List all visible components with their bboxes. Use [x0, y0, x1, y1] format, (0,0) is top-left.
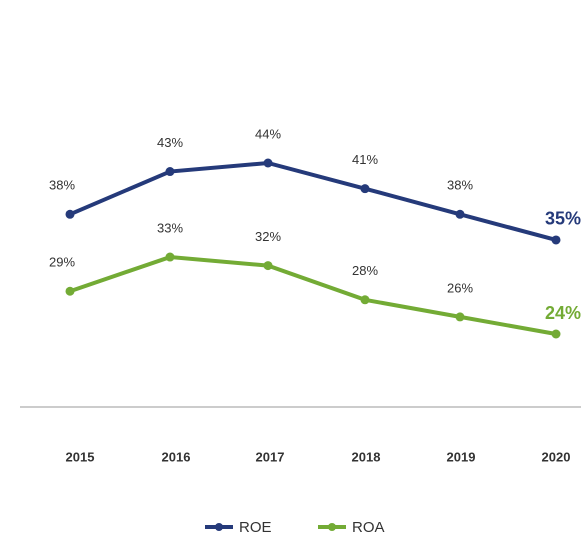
point — [263, 261, 273, 271]
data-label: 29% — [49, 255, 75, 270]
point — [455, 209, 465, 219]
data-label: 41% — [352, 152, 378, 167]
legend-swatch-dot — [215, 523, 223, 531]
x-tick-label: 2018 — [352, 449, 381, 464]
point — [165, 252, 175, 262]
line — [69, 255, 557, 336]
point — [65, 209, 75, 219]
data-label: 32% — [255, 229, 281, 244]
data-label: 44% — [255, 126, 281, 141]
data-label: 24% — [545, 303, 581, 323]
x-tick-label: 2020 — [542, 449, 571, 464]
data-label: 38% — [49, 178, 75, 193]
data-label: 26% — [447, 280, 473, 295]
point — [551, 235, 561, 245]
legend-label: ROA — [352, 519, 385, 536]
x-tick-label: 2016 — [162, 449, 191, 464]
point — [65, 286, 75, 296]
data-label: 35% — [545, 209, 581, 229]
x-tick-label: 2017 — [256, 449, 285, 464]
line — [69, 160, 557, 242]
point — [360, 184, 370, 194]
legend-swatch-dot — [328, 523, 336, 531]
point — [360, 295, 370, 305]
point — [551, 329, 561, 339]
x-tick-label: 2019 — [447, 449, 476, 464]
point — [165, 167, 175, 177]
x-tick-label: 2015 — [66, 449, 95, 464]
data-label: 33% — [157, 220, 183, 235]
data-label: 43% — [157, 135, 183, 150]
data-label: 28% — [352, 263, 378, 278]
legend-label: ROE — [239, 519, 272, 536]
data-label: 38% — [447, 178, 473, 193]
point — [263, 158, 273, 168]
point — [455, 312, 465, 322]
